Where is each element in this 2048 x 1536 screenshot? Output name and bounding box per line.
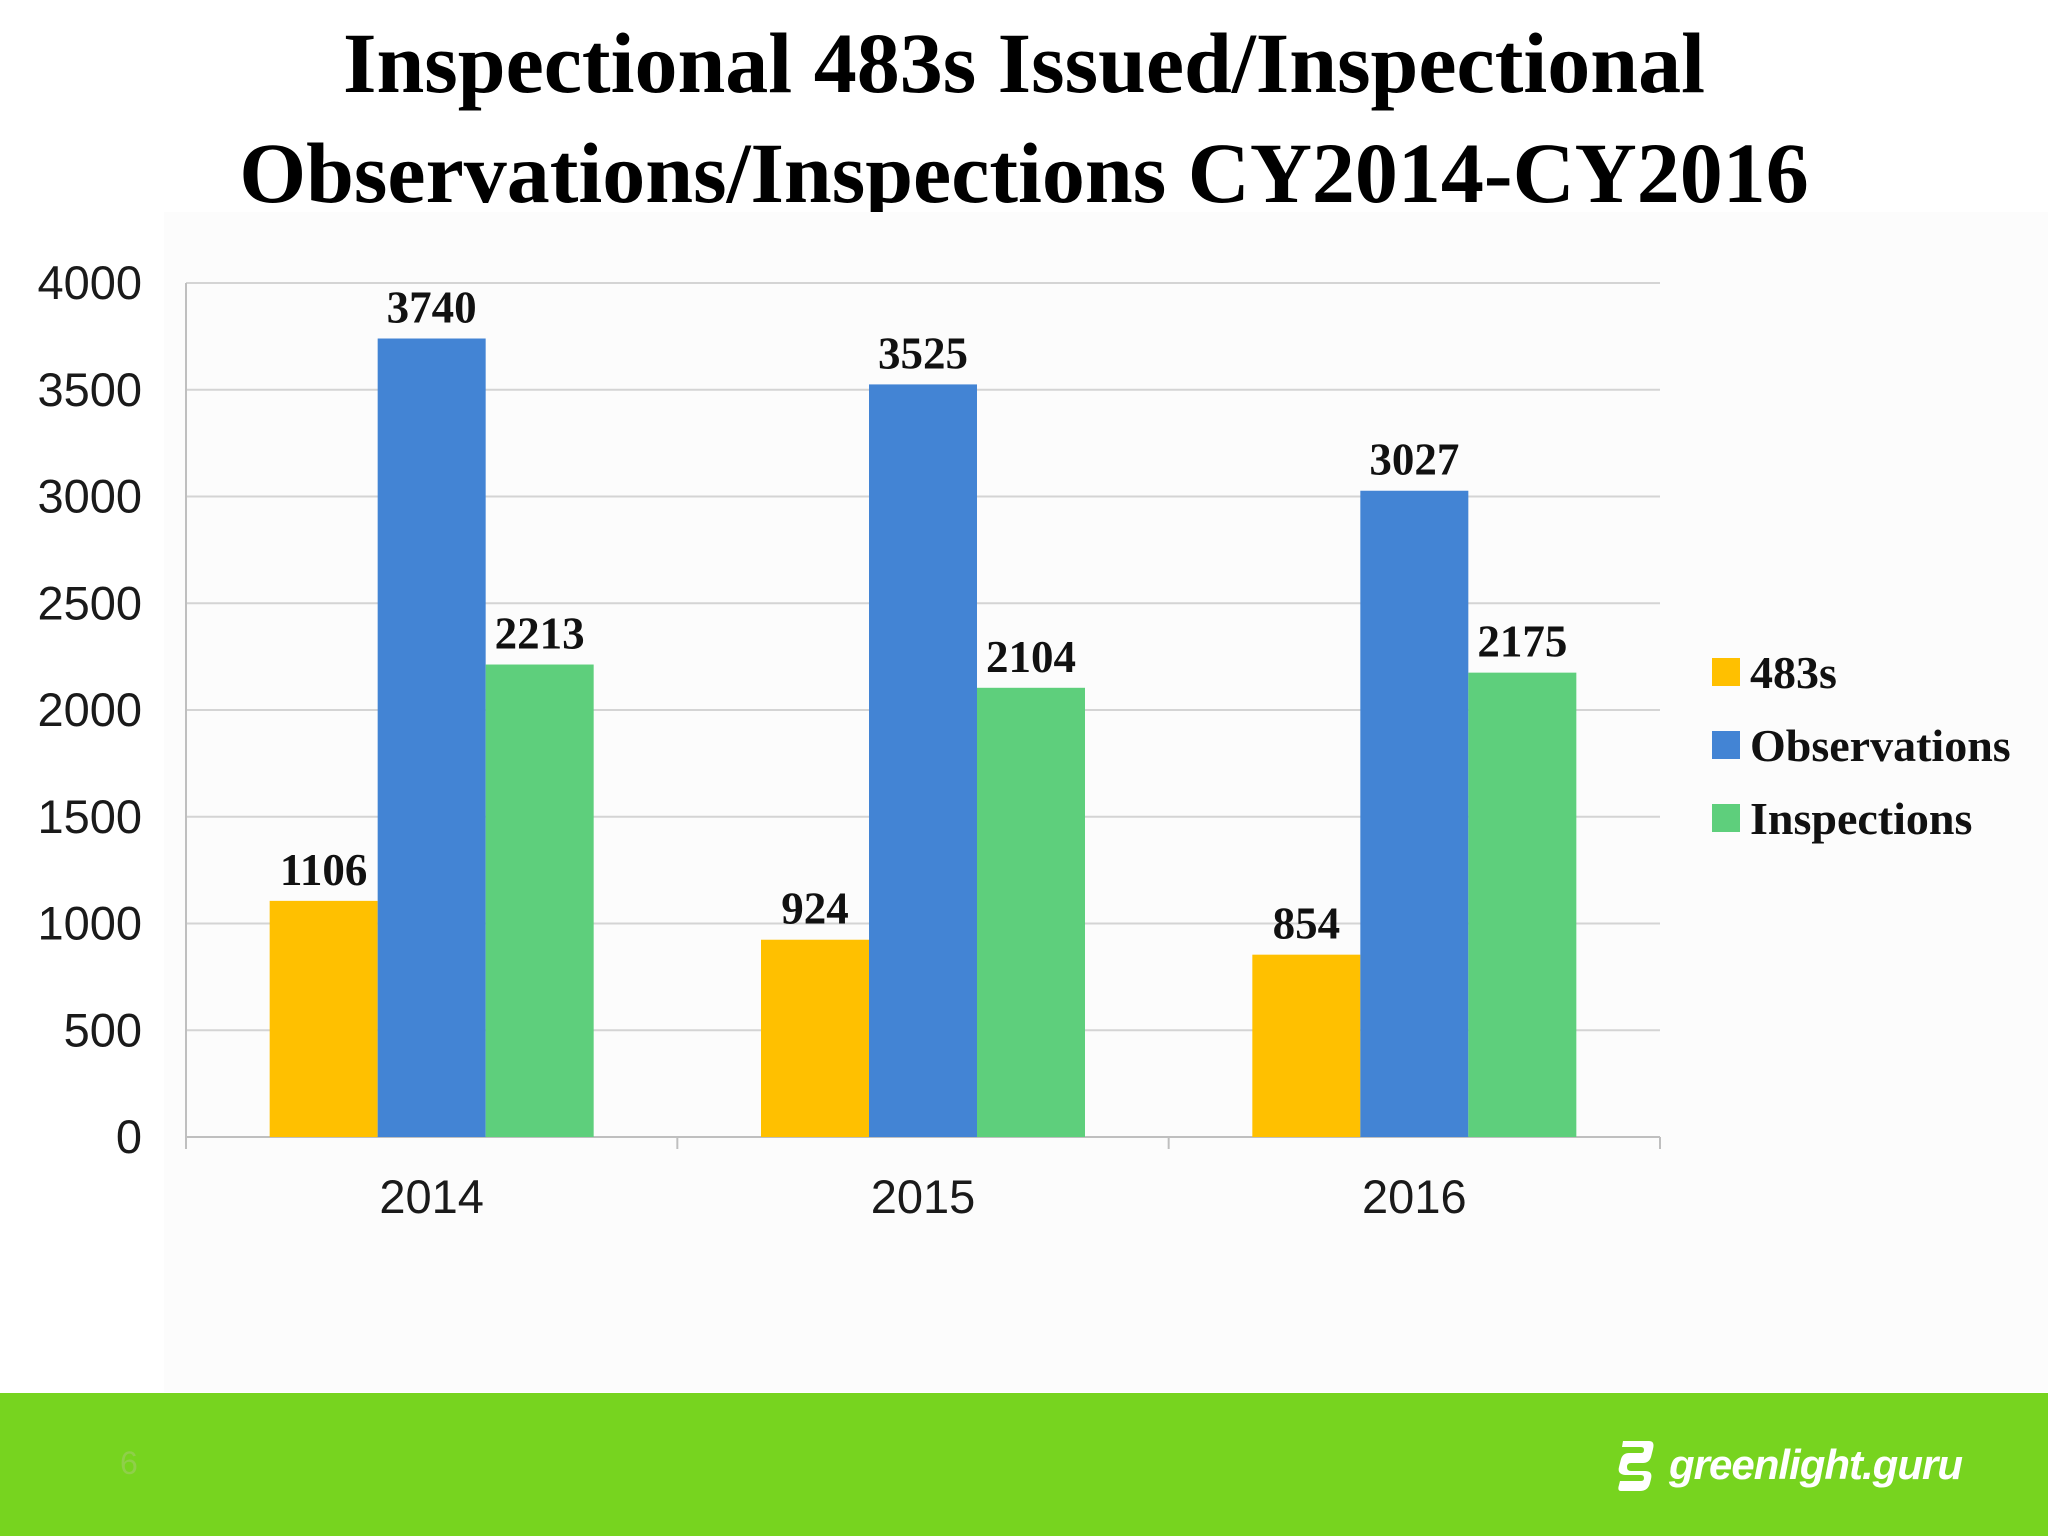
bar	[269, 900, 378, 1137]
data-label: 2104	[986, 632, 1076, 682]
data-label: 854	[1273, 899, 1341, 949]
y-tick-label: 2000	[37, 683, 142, 736]
bar	[377, 338, 486, 1137]
legend-swatch	[1712, 658, 1740, 686]
y-tick-label: 1000	[37, 897, 142, 950]
brand-name: greenlight.guru	[1669, 1441, 1963, 1488]
bars	[269, 338, 1577, 1138]
slide-title-line-2: Observations/Inspections CY2014-CY2016	[239, 125, 1809, 221]
legend-swatch	[1712, 731, 1740, 759]
page-number: 6	[120, 1445, 138, 1481]
bar	[1360, 490, 1469, 1138]
bar	[761, 939, 869, 1137]
bar-chart: 0 500 1000 1500 2000 2500 3000 3500 4000 2014 2015…	[37, 256, 2011, 1223]
slide-title: Inspectional 483s Issued/Inspectional Ob…	[0, 8, 2048, 228]
data-label: 1106	[280, 845, 368, 895]
data-labels: 1106 3740 2213 924 3525 2104 854 3027 2175	[280, 283, 1567, 949]
data-label: 3740	[387, 283, 477, 333]
legend: 483s Observations Inspections	[1712, 647, 2011, 844]
data-label: 924	[781, 884, 849, 934]
data-label: 3027	[1369, 435, 1459, 485]
bar	[977, 687, 1085, 1137]
y-tick-label: 3500	[37, 363, 142, 416]
y-tick-label: 4000	[37, 256, 142, 309]
axes: 0 500 1000 1500 2000 2500 3000 3500 4000 2014 2015…	[37, 256, 1661, 1223]
x-tick-label: 2016	[1362, 1170, 1467, 1223]
data-label: 2175	[1477, 617, 1567, 667]
slide-title-line-1: Inspectional 483s Issued/Inspectional	[343, 15, 1705, 111]
y-tick-label: 500	[64, 1003, 142, 1056]
greenlight-logo-icon	[1618, 1441, 1654, 1491]
bar	[1252, 954, 1361, 1137]
legend-swatch	[1712, 804, 1740, 832]
bar	[485, 664, 594, 1137]
bar	[869, 384, 977, 1138]
x-tick-label: 2014	[379, 1170, 484, 1223]
y-tick-label: 2500	[37, 576, 142, 629]
y-tick-label: 3000	[37, 470, 142, 523]
data-label: 3525	[878, 328, 968, 378]
data-label: 2213	[495, 609, 585, 659]
legend-label: 483s	[1750, 647, 1837, 698]
footer-bar: 6 greenlight.guru	[0, 1393, 2048, 1536]
legend-label: Observations	[1750, 720, 2011, 771]
y-tick-label: 1500	[37, 790, 142, 843]
y-tick-label: 0	[116, 1110, 142, 1163]
bar	[1468, 672, 1577, 1137]
x-tick-label: 2015	[871, 1170, 976, 1223]
brand-logo: greenlight.guru	[1613, 1435, 1963, 1495]
legend-label: Inspections	[1750, 793, 1972, 844]
